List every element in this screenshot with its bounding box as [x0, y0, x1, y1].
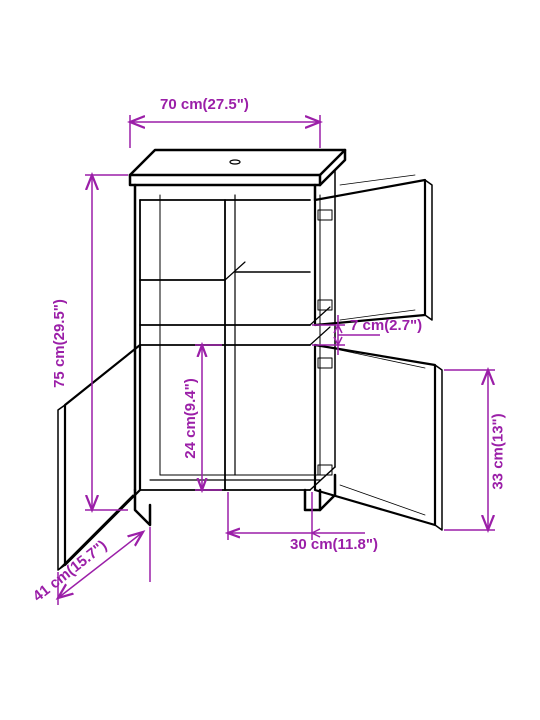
cabinet-body — [58, 150, 442, 570]
dim-door-height-right: 33 cm(13") — [490, 413, 507, 489]
diagram-container: 70 cm(27.5") 75 cm(29.5") 41 cm(15.7") 3… — [0, 0, 540, 720]
dim-inner-width-bottom: 30 cm(11.8") — [290, 536, 378, 553]
dim-drawer-height: 7 cm(2.7") — [350, 317, 422, 334]
dim-inner-shelf-height: 24 cm(9.4") — [182, 378, 199, 459]
dim-height-left: 75 cm(29.5") — [51, 299, 68, 388]
furniture-diagram-svg — [0, 0, 540, 720]
dimension-lines — [58, 115, 495, 605]
dim-width-top: 70 cm(27.5") — [160, 96, 249, 113]
